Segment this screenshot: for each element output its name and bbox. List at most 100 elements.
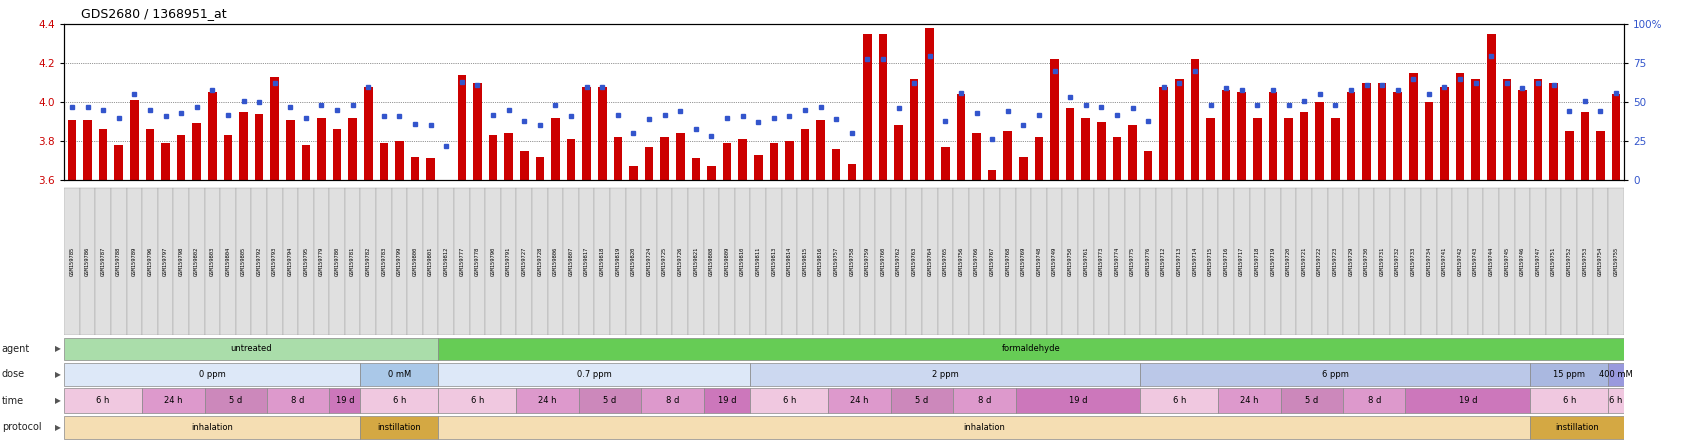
FancyBboxPatch shape: [999, 188, 1016, 336]
Text: GSM159789: GSM159789: [132, 247, 137, 276]
Text: GSM159731: GSM159731: [1379, 247, 1384, 276]
Bar: [675, 133, 685, 180]
Text: GSM159723: GSM159723: [1334, 247, 1339, 276]
FancyBboxPatch shape: [501, 188, 517, 336]
FancyBboxPatch shape: [1609, 388, 1624, 413]
FancyBboxPatch shape: [704, 388, 751, 413]
Text: 6 h: 6 h: [783, 396, 797, 405]
FancyBboxPatch shape: [609, 188, 626, 336]
FancyBboxPatch shape: [299, 188, 314, 336]
Text: GSM159722: GSM159722: [1317, 247, 1322, 276]
FancyBboxPatch shape: [157, 188, 174, 336]
Text: GSM159746: GSM159746: [1519, 247, 1524, 276]
FancyBboxPatch shape: [329, 188, 344, 336]
FancyBboxPatch shape: [1079, 188, 1094, 336]
Text: GSM159761: GSM159761: [1084, 247, 1089, 276]
FancyBboxPatch shape: [111, 188, 127, 336]
Text: GSM159733: GSM159733: [1411, 247, 1416, 276]
FancyBboxPatch shape: [1062, 188, 1079, 336]
Text: inhalation: inhalation: [964, 423, 1006, 432]
Bar: [1082, 118, 1090, 180]
FancyBboxPatch shape: [64, 188, 79, 336]
FancyBboxPatch shape: [1593, 188, 1609, 336]
Text: GSM159732: GSM159732: [1396, 247, 1401, 276]
FancyBboxPatch shape: [1187, 188, 1204, 336]
Text: 24 h: 24 h: [164, 396, 182, 405]
Text: instillation: instillation: [1555, 423, 1599, 432]
Text: 19 d: 19 d: [1069, 396, 1087, 405]
Text: GSM159714: GSM159714: [1192, 247, 1197, 276]
FancyBboxPatch shape: [922, 188, 937, 336]
Text: GSM159821: GSM159821: [694, 247, 699, 276]
FancyBboxPatch shape: [142, 388, 204, 413]
Bar: [692, 159, 701, 180]
FancyBboxPatch shape: [719, 188, 734, 336]
FancyBboxPatch shape: [1344, 188, 1359, 336]
FancyBboxPatch shape: [407, 188, 424, 336]
FancyBboxPatch shape: [1296, 188, 1312, 336]
Text: 0 mM: 0 mM: [388, 370, 412, 379]
FancyBboxPatch shape: [1047, 188, 1062, 336]
FancyBboxPatch shape: [984, 188, 999, 336]
FancyBboxPatch shape: [954, 388, 1016, 413]
Text: GSM159767: GSM159767: [989, 247, 994, 276]
FancyBboxPatch shape: [1561, 188, 1577, 336]
FancyBboxPatch shape: [1389, 188, 1406, 336]
Text: GSM159747: GSM159747: [1536, 247, 1541, 276]
Text: untreated: untreated: [231, 345, 272, 353]
Text: GSM159794: GSM159794: [287, 247, 292, 276]
FancyBboxPatch shape: [874, 188, 891, 336]
Text: GSM159800: GSM159800: [412, 247, 417, 276]
FancyBboxPatch shape: [1031, 188, 1047, 336]
Bar: [473, 83, 481, 180]
FancyBboxPatch shape: [844, 188, 859, 336]
Bar: [817, 119, 825, 180]
Text: GSM159808: GSM159808: [709, 247, 714, 276]
Bar: [1550, 83, 1558, 180]
Text: 6 h: 6 h: [1173, 396, 1187, 405]
FancyBboxPatch shape: [1406, 188, 1421, 336]
Text: 6 h: 6 h: [96, 396, 110, 405]
Text: GSM159757: GSM159757: [834, 247, 839, 276]
FancyBboxPatch shape: [1406, 388, 1531, 413]
Bar: [847, 164, 856, 180]
FancyBboxPatch shape: [484, 188, 501, 336]
Text: GSM159763: GSM159763: [912, 247, 917, 276]
Text: GSM159720: GSM159720: [1286, 247, 1291, 276]
Text: GSM159715: GSM159715: [1209, 247, 1214, 276]
Text: GSM159793: GSM159793: [272, 247, 277, 276]
Bar: [505, 133, 513, 180]
FancyBboxPatch shape: [376, 188, 392, 336]
Text: GSM159780: GSM159780: [334, 247, 339, 276]
Text: GSM159812: GSM159812: [444, 247, 449, 276]
Bar: [395, 141, 403, 180]
FancyBboxPatch shape: [704, 188, 719, 336]
FancyBboxPatch shape: [1531, 188, 1546, 336]
FancyBboxPatch shape: [1609, 188, 1624, 336]
FancyBboxPatch shape: [219, 188, 236, 336]
FancyBboxPatch shape: [547, 188, 564, 336]
FancyBboxPatch shape: [579, 188, 594, 336]
Text: 8 d: 8 d: [1367, 396, 1381, 405]
Text: GSM159713: GSM159713: [1177, 247, 1182, 276]
Bar: [1409, 73, 1418, 180]
FancyBboxPatch shape: [282, 188, 299, 336]
Bar: [1020, 157, 1028, 180]
Text: GSM159809: GSM159809: [724, 247, 729, 276]
Bar: [1518, 91, 1526, 180]
Text: instillation: instillation: [378, 423, 422, 432]
Text: formaldehyde: formaldehyde: [1001, 345, 1060, 353]
Text: GSM159776: GSM159776: [1146, 247, 1151, 276]
Text: GSM159764: GSM159764: [927, 247, 932, 276]
Text: 8 d: 8 d: [665, 396, 679, 405]
Bar: [1237, 92, 1246, 180]
FancyBboxPatch shape: [127, 188, 142, 336]
Bar: [770, 143, 778, 180]
Bar: [1252, 118, 1261, 180]
Text: GSM159749: GSM159749: [1052, 247, 1057, 276]
Bar: [567, 139, 576, 180]
Bar: [582, 87, 591, 180]
Bar: [68, 119, 76, 180]
Bar: [177, 135, 186, 180]
FancyBboxPatch shape: [1141, 388, 1219, 413]
